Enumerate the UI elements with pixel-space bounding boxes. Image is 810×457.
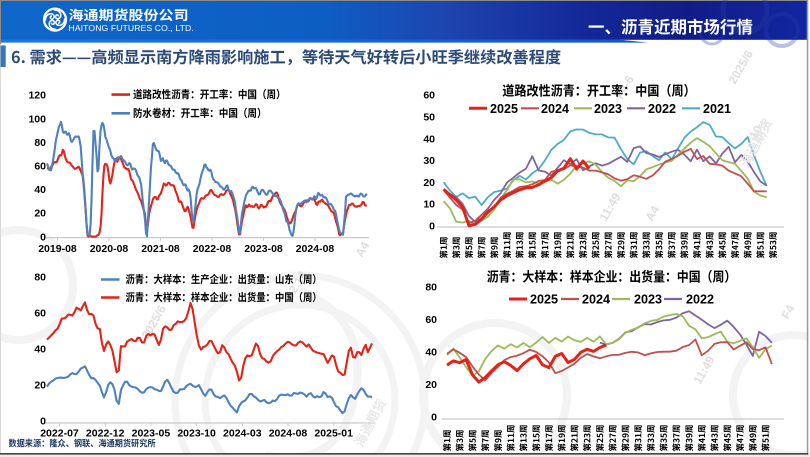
svg-text:2025/6: 2025/6 xyxy=(138,302,169,341)
svg-text:2021: 2021 xyxy=(703,102,731,116)
svg-text:40: 40 xyxy=(423,133,435,145)
svg-text:120: 120 xyxy=(28,90,46,102)
svg-text:2023-10: 2023-10 xyxy=(177,428,216,440)
svg-text:60: 60 xyxy=(425,314,437,326)
svg-text:20: 20 xyxy=(423,177,435,189)
svg-text:2023: 2023 xyxy=(634,292,662,306)
svg-text:20: 20 xyxy=(425,379,437,391)
svg-text:11:49: 11:49 xyxy=(690,353,717,386)
svg-text:2023-08: 2023-08 xyxy=(244,243,283,255)
svg-text:60: 60 xyxy=(34,308,46,320)
svg-text:2020-08: 2020-08 xyxy=(90,243,129,255)
svg-text:40: 40 xyxy=(425,347,437,359)
svg-text:2023-05: 2023-05 xyxy=(132,428,171,440)
svg-text:A4: A4 xyxy=(642,203,662,224)
svg-text:2025: 2025 xyxy=(530,292,558,306)
svg-text:2025: 2025 xyxy=(490,102,518,116)
svg-text:80: 80 xyxy=(425,282,437,294)
svg-text:100: 100 xyxy=(28,113,46,125)
svg-text:0: 0 xyxy=(429,220,435,232)
svg-text:60: 60 xyxy=(34,161,46,173)
svg-text:20: 20 xyxy=(34,208,46,220)
svg-text:2022-08: 2022-08 xyxy=(193,243,232,255)
svg-text:2025/6: 2025/6 xyxy=(725,47,756,86)
svg-text:2024: 2024 xyxy=(582,292,610,306)
svg-text:2021-08: 2021-08 xyxy=(141,243,180,255)
svg-text:10: 10 xyxy=(423,199,435,211)
svg-text:2019-08: 2019-08 xyxy=(38,243,77,255)
svg-text:HAITONG FUTURES CO., LTD.: HAITONG FUTURES CO., LTD. xyxy=(69,23,194,33)
svg-text:2025-01: 2025-01 xyxy=(314,428,353,440)
svg-text:11:49: 11:49 xyxy=(596,190,623,223)
svg-text:2022: 2022 xyxy=(648,102,676,116)
svg-text:60: 60 xyxy=(423,90,435,102)
svg-text:30: 30 xyxy=(423,155,435,167)
svg-text:40: 40 xyxy=(34,184,46,196)
svg-text:F4: F4 xyxy=(778,302,797,321)
svg-text:80: 80 xyxy=(34,137,46,149)
svg-text:2024-08: 2024-08 xyxy=(269,428,308,440)
svg-text:2024-08: 2024-08 xyxy=(296,243,335,255)
svg-text:A4: A4 xyxy=(352,239,372,260)
svg-text:2024: 2024 xyxy=(541,102,569,116)
svg-text:80: 80 xyxy=(34,272,46,284)
svg-text:0: 0 xyxy=(431,412,437,424)
svg-text:50: 50 xyxy=(423,112,435,124)
svg-text:0: 0 xyxy=(40,416,46,428)
svg-text:2022-07: 2022-07 xyxy=(40,428,79,440)
svg-text:2022: 2022 xyxy=(686,292,714,306)
svg-text:2022-12: 2022-12 xyxy=(86,428,125,440)
svg-text:2023: 2023 xyxy=(594,102,622,116)
svg-text:2024-03: 2024-03 xyxy=(223,428,262,440)
svg-text:20: 20 xyxy=(34,380,46,392)
svg-text:0: 0 xyxy=(40,231,46,243)
svg-text:40: 40 xyxy=(34,344,46,356)
